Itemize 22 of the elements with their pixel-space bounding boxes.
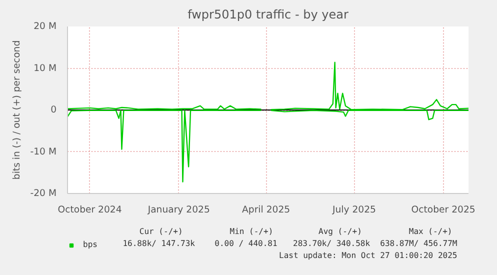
x-tick-label: October 2025 xyxy=(411,204,476,216)
text: 638.87M/ 456.77M xyxy=(380,239,458,248)
y-tick-label: 20 M xyxy=(34,21,57,32)
y-axis-title: bits in (-) / out (+) per second xyxy=(11,40,22,180)
text: Last update: Mon Oct 27 01:00:20 2025 xyxy=(278,251,458,260)
text: Max (-/+) xyxy=(408,227,452,236)
x-tick-label: October 2024 xyxy=(58,204,122,216)
x-tick-label: April 2025 xyxy=(242,204,290,216)
y-tick-label: -10 M xyxy=(30,146,56,158)
text: 283.70k/ 340.58k xyxy=(293,239,370,248)
y-tick-label: -20 M xyxy=(30,188,56,199)
text: 16.88k/ 147.73k xyxy=(122,239,196,248)
text: Cur (-/+) xyxy=(139,227,183,236)
y-tick-label: 10 M xyxy=(34,62,57,74)
text: Min (-/+) xyxy=(230,227,274,236)
legend-label: bps xyxy=(83,240,98,249)
x-tick-label: July 2025 xyxy=(331,204,376,216)
chart-title: fwpr501p0 traffic - by year xyxy=(188,8,348,22)
y-tick-label: 0 xyxy=(50,104,57,116)
x-tick-label: January 2025 xyxy=(146,204,210,216)
text: 0.00 / 440.81 xyxy=(214,239,278,248)
text: Avg (-/+) xyxy=(318,227,362,236)
